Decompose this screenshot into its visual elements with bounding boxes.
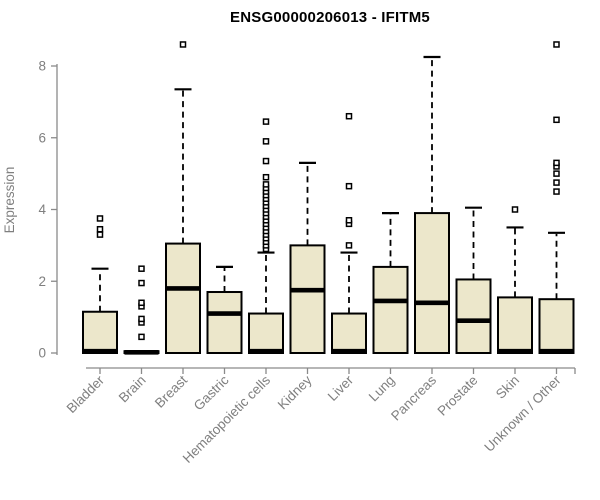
box-rect	[289, 244, 326, 354]
outlier-point	[179, 41, 187, 48]
box-hematopoietic-cells	[248, 118, 284, 355]
box-pancreas	[414, 55, 450, 354]
box-rect	[165, 242, 201, 354]
outlier-point	[553, 41, 560, 48]
box-bladder	[82, 215, 118, 354]
outlier-point	[262, 157, 270, 165]
x-axis-category-label: Prostate	[434, 373, 480, 419]
outlier-point	[553, 170, 560, 177]
box-rect	[331, 312, 367, 355]
x-axis-category-label: Gastric	[191, 372, 232, 413]
x-axis-category-label: Skin	[493, 373, 522, 402]
outlier-point	[262, 118, 270, 125]
box-rect	[497, 296, 533, 354]
outlier-point	[262, 173, 270, 181]
box-rect	[414, 212, 450, 354]
box-rect	[372, 265, 409, 354]
outlier-point	[96, 225, 104, 233]
box-brain	[123, 265, 160, 355]
chart-title: ENSG00000206013 - IFITM5	[230, 9, 430, 26]
box-skin	[497, 206, 533, 354]
box-rect	[248, 312, 284, 355]
box-lung	[372, 211, 409, 354]
outlier-point	[138, 279, 145, 287]
outlier-point	[553, 188, 560, 195]
x-axis-category-label: Breast	[152, 372, 190, 410]
box-gastric	[206, 265, 243, 355]
y-axis-tick-label: 6	[38, 130, 46, 145]
box-rect	[455, 278, 492, 354]
y-axis-label: Expression	[2, 167, 17, 234]
outlier-point	[138, 299, 145, 307]
box-prostate	[455, 206, 492, 354]
outlier-point	[345, 242, 353, 249]
outlier-point	[345, 217, 353, 224]
x-axis-category-label: Bladder	[64, 372, 108, 416]
box-breast	[165, 41, 201, 354]
outlier-point	[345, 182, 353, 190]
y-axis-tick-label: 0	[38, 346, 46, 361]
outlier-point	[262, 181, 270, 188]
outlier-point	[138, 315, 145, 323]
outlier-point	[138, 265, 145, 272]
outlier-point	[345, 112, 353, 120]
outlier-point	[138, 333, 145, 341]
outlier-point	[553, 159, 560, 167]
box-rect	[206, 291, 243, 355]
x-axis-category-label: Lung	[366, 373, 398, 405]
y-axis-tick-label: 2	[38, 274, 46, 289]
box-kidney	[289, 161, 326, 354]
outlier-point	[262, 138, 270, 145]
outlier-point	[96, 215, 104, 222]
x-axis-category-label: Kidney	[275, 372, 315, 412]
x-axis-category-label: Liver	[325, 372, 357, 404]
x-axis-category-label: Pancreas	[388, 372, 439, 423]
box-liver	[331, 112, 367, 355]
x-axis-category-label: Unknown / Other	[481, 372, 564, 455]
y-axis-tick-label: 4	[38, 202, 46, 217]
box-unknown-other	[538, 41, 575, 354]
x-axis-category-label: Brain	[116, 373, 149, 406]
outlier-point	[511, 206, 519, 213]
outlier-point	[553, 116, 560, 124]
box-rect	[538, 298, 575, 354]
outlier-point	[96, 231, 104, 238]
y-axis-tick-label: 8	[38, 59, 46, 74]
box-rect	[82, 310, 118, 354]
outlier-point	[553, 179, 560, 186]
